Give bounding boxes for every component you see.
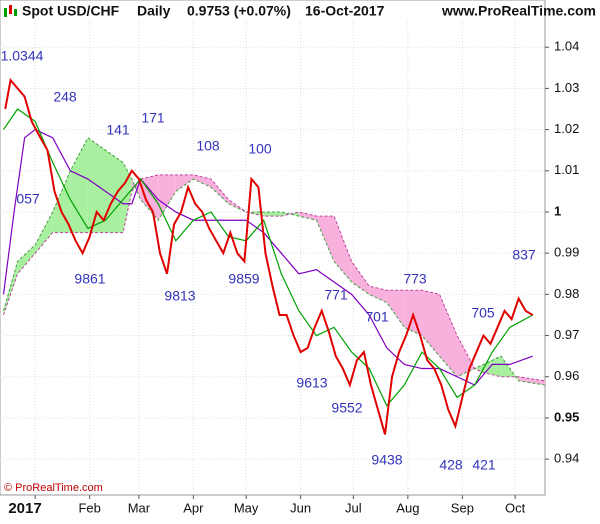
cloud-segment — [105, 150, 124, 233]
y-tick-label: 1.04 — [554, 39, 579, 54]
cloud-segment — [386, 290, 405, 328]
instrument: Spot USD/CHF — [22, 3, 120, 19]
annotation: 9861 — [74, 271, 105, 287]
cloud-segment — [175, 174, 194, 192]
cloud-segment — [123, 162, 132, 233]
footer: © ProRealTime.com — [4, 482, 103, 494]
annotation: 9438 — [371, 452, 402, 468]
y-tick-label: 0.95 — [554, 409, 579, 424]
x-tick-label: May — [234, 500, 259, 515]
source: www.ProRealTime.com — [441, 3, 596, 19]
annotation: 9859 — [228, 271, 259, 287]
annotation: 171 — [141, 110, 165, 126]
x-tick-label: Mar — [128, 500, 151, 515]
cloud-segment — [263, 211, 282, 217]
annotation: 248 — [53, 89, 77, 105]
x-tick-label: Aug — [396, 500, 419, 515]
period: Daily — [137, 3, 171, 19]
cloud-segment — [483, 356, 502, 377]
x-tick-label: Oct — [505, 500, 526, 515]
annotation: 837 — [512, 247, 536, 263]
price-line — [3, 108, 533, 407]
annotation: 421 — [472, 457, 496, 473]
annotation: 701 — [365, 309, 389, 325]
y-tick-label: 1.01 — [554, 162, 579, 177]
cloud-segment — [17, 244, 36, 274]
x-tick-label: Feb — [78, 500, 100, 515]
annotation: 773 — [403, 271, 427, 287]
cloud-segment — [298, 211, 317, 221]
y-tick-label: 1 — [554, 203, 561, 218]
cloud-segment — [158, 174, 176, 221]
cloud-edge — [3, 137, 546, 386]
cloud-segment — [70, 137, 88, 233]
cloud-segment — [421, 290, 440, 357]
y-tick-label: 0.99 — [554, 245, 579, 260]
y-tick-label: 0.98 — [554, 286, 579, 301]
date: 16-Oct-2017 — [305, 3, 385, 19]
annotation: 100 — [248, 141, 272, 157]
cloud-segment — [35, 211, 53, 254]
cloud-segment — [316, 216, 335, 262]
annotation: 1.0344 — [1, 48, 44, 64]
annotation: 428 — [439, 457, 463, 473]
cloud-segment — [439, 294, 458, 377]
cloud-segment — [281, 211, 299, 217]
cloud-segment — [351, 261, 370, 295]
price-line — [4, 77, 534, 435]
cloud-segment — [193, 174, 211, 188]
x-tick-label: Jun — [290, 500, 311, 515]
cloud-segment — [334, 216, 352, 283]
y-tick-label: 1.03 — [554, 80, 579, 95]
x-tick-label: Jul — [345, 500, 362, 515]
plot-frame — [0, 0, 546, 496]
y-tick-label: 0.94 — [554, 451, 579, 466]
y-tick-label: 0.96 — [554, 368, 579, 383]
cloud-segment — [228, 199, 247, 212]
y-tick-label: 1.02 — [554, 121, 579, 136]
x-tick-label: Sep — [451, 500, 474, 515]
cloud-segment — [474, 364, 484, 373]
annotation: 141 — [106, 122, 130, 138]
annotation: 9813 — [164, 288, 195, 304]
cloud-segment — [246, 211, 264, 217]
cloud-segment — [52, 170, 71, 233]
annotation: 771 — [324, 287, 348, 303]
annotation: 9552 — [331, 400, 362, 416]
annotation: 705 — [471, 305, 495, 321]
cloud-segment — [501, 356, 519, 381]
quote: 0.9753 (+0.07%) — [187, 3, 291, 19]
annotation: 057 — [16, 191, 40, 207]
annotation: 9613 — [296, 375, 327, 391]
x-tick-label: 2017 — [8, 500, 41, 517]
x-tick-label: Apr — [183, 500, 204, 515]
logo-icon — [4, 5, 17, 17]
annotation: 108 — [196, 138, 220, 154]
cloud-segment — [210, 179, 229, 204]
cloud-segment — [518, 376, 545, 386]
cloud-segment — [369, 286, 387, 303]
y-tick-label: 0.97 — [554, 327, 579, 342]
